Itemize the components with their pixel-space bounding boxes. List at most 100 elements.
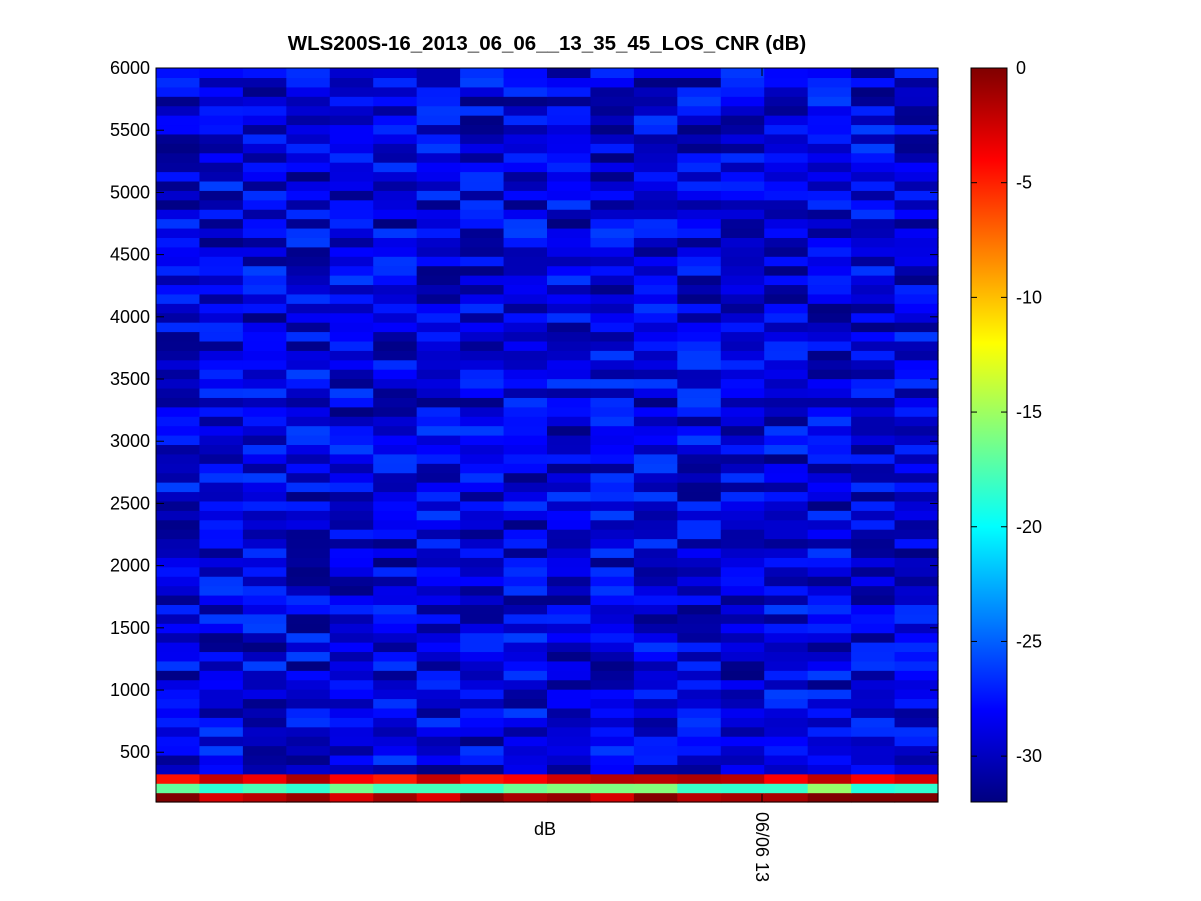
heatmap-cell <box>460 472 505 483</box>
heatmap-cell <box>851 585 896 596</box>
heatmap-cell <box>807 745 852 756</box>
heatmap-cell <box>677 491 722 502</box>
heatmap-cell <box>242 359 287 370</box>
heatmap-cell <box>894 660 939 671</box>
heatmap-cell <box>373 604 418 615</box>
heatmap-cell <box>547 453 592 464</box>
heatmap-cell <box>851 77 896 88</box>
heatmap-cell <box>503 604 548 615</box>
heatmap-cell <box>677 745 722 756</box>
heatmap-cell <box>851 453 896 464</box>
heatmap-cell <box>460 736 505 747</box>
heatmap-cell <box>286 783 331 794</box>
heatmap-cell <box>156 482 201 493</box>
heatmap-cell <box>460 717 505 728</box>
heatmap-cell <box>156 651 201 662</box>
heatmap-cell <box>156 594 201 605</box>
heatmap-cell <box>807 378 852 389</box>
heatmap-cell <box>807 707 852 718</box>
heatmap-cell <box>460 133 505 144</box>
heatmap-cell <box>764 293 809 304</box>
heatmap-cell <box>764 547 809 558</box>
heatmap-cell <box>460 227 505 238</box>
heatmap-cell <box>373 773 418 784</box>
heatmap-cell <box>677 463 722 474</box>
y-tick-label: 2000 <box>110 556 150 576</box>
heatmap-cell <box>286 369 331 380</box>
heatmap-cell <box>199 651 244 662</box>
heatmap-cell <box>416 491 461 502</box>
heatmap-cell <box>503 68 548 79</box>
heatmap-cell <box>894 510 939 521</box>
heatmap-cell <box>286 482 331 493</box>
heatmap-cell <box>156 312 201 323</box>
heatmap-cell <box>851 557 896 568</box>
heatmap-cell <box>590 265 635 276</box>
heatmap-cell <box>199 256 244 267</box>
heatmap-cell <box>547 397 592 408</box>
heatmap-cell <box>720 472 765 483</box>
heatmap-cell <box>633 171 678 182</box>
heatmap-cell <box>286 557 331 568</box>
heatmap-cell <box>242 162 287 173</box>
heatmap-cell <box>547 783 592 794</box>
heatmap-cell <box>199 717 244 728</box>
heatmap-cell <box>156 171 201 182</box>
heatmap-cell <box>764 736 809 747</box>
heatmap-cell <box>373 651 418 662</box>
heatmap-cell <box>677 284 722 295</box>
heatmap-cell <box>460 397 505 408</box>
heatmap-cell <box>329 425 374 436</box>
heatmap-cell <box>460 284 505 295</box>
heatmap-cell <box>547 180 592 191</box>
heatmap-cell <box>329 444 374 455</box>
heatmap-cell <box>373 463 418 474</box>
heatmap-cell <box>764 190 809 201</box>
heatmap-cell <box>807 566 852 577</box>
heatmap-cell <box>156 613 201 624</box>
heatmap-cell <box>416 331 461 342</box>
heatmap-cell <box>894 340 939 351</box>
heatmap-cell <box>460 707 505 718</box>
heatmap-cell <box>677 736 722 747</box>
heatmap-cell <box>156 566 201 577</box>
heatmap-cell <box>851 435 896 446</box>
heatmap-cell <box>807 171 852 182</box>
heatmap-cell <box>633 96 678 107</box>
heatmap-cell <box>286 162 331 173</box>
heatmap-cell <box>460 340 505 351</box>
heatmap-cell <box>851 180 896 191</box>
heatmap-cell <box>851 689 896 700</box>
heatmap-cell <box>286 736 331 747</box>
heatmap-cell <box>242 613 287 624</box>
heatmap-cell <box>503 792 548 803</box>
heatmap-cell <box>590 425 635 436</box>
heatmap-cell <box>720 218 765 229</box>
heatmap-cell <box>851 406 896 417</box>
heatmap-cell <box>329 322 374 333</box>
heatmap-cell <box>894 378 939 389</box>
heatmap-cell <box>547 68 592 79</box>
heatmap-cell <box>242 557 287 568</box>
heatmap-cell <box>633 86 678 97</box>
heatmap-cell <box>807 764 852 775</box>
heatmap-cell <box>416 124 461 135</box>
heatmap-cell <box>199 482 244 493</box>
heatmap-cell <box>894 218 939 229</box>
heatmap-cell <box>329 86 374 97</box>
heatmap-cell <box>329 416 374 427</box>
heatmap-cell <box>547 736 592 747</box>
heatmap-cell <box>894 670 939 681</box>
chart-title: WLS200S-16_2013_06_06__13_35_45_LOS_CNR … <box>288 32 807 55</box>
heatmap-cell <box>894 773 939 784</box>
heatmap-cell <box>633 115 678 126</box>
heatmap-cell <box>329 707 374 718</box>
heatmap-cell <box>503 642 548 653</box>
heatmap-cell <box>460 773 505 784</box>
heatmap-cell <box>199 604 244 615</box>
heatmap-cell <box>460 180 505 191</box>
heatmap-cell <box>547 594 592 605</box>
heatmap-cell <box>677 256 722 267</box>
heatmap-cell <box>156 444 201 455</box>
heatmap-cell <box>416 293 461 304</box>
